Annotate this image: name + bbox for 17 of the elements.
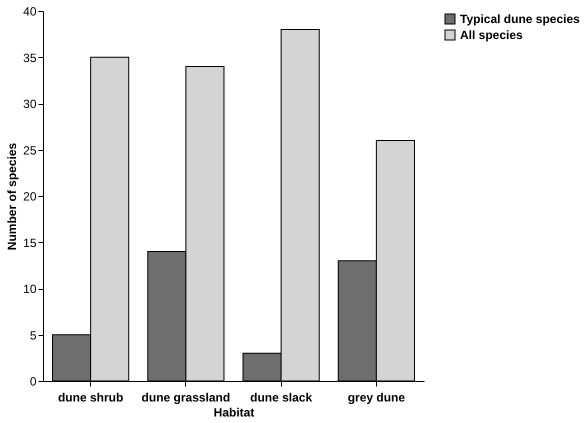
y-tick-label: 35 [23,50,37,65]
y-axis-title: Number of species [5,142,20,250]
y-tick-label: 25 [23,143,37,158]
y-tick-label: 0 [30,374,37,388]
x-tick-label: dune shrub [58,390,124,404]
y-tick-label: 40 [23,4,37,18]
y-tick-label: 10 [23,282,37,296]
x-tick-label: grey dune [348,390,406,404]
x-tick-label: dune grassland [142,390,230,404]
legend-label: Typical dune species [460,12,580,26]
legend-label: All species [460,28,524,42]
x-tick-label: dune slack [250,390,312,404]
x-axis-title: Habitat [214,406,254,420]
y-tick-label: 5 [30,328,37,342]
y-tick-label: 30 [23,97,37,111]
y-tick-label: 15 [23,236,37,250]
y-tick-label: 20 [23,190,37,204]
